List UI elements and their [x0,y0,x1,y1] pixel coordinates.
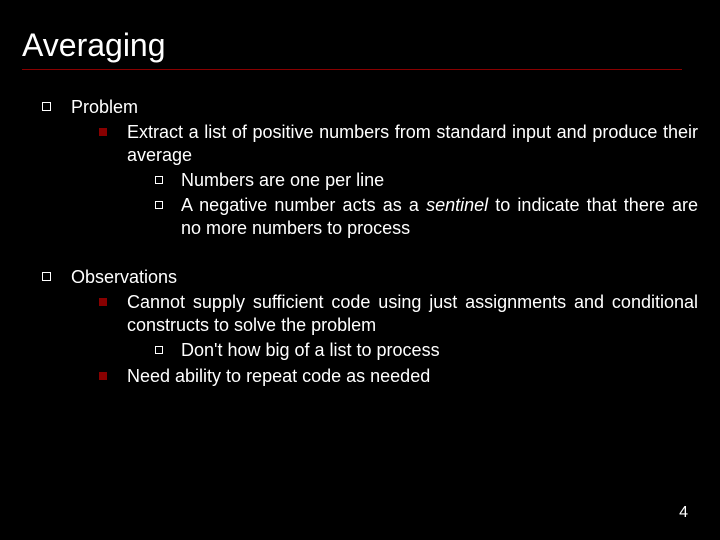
slide: Averaging Problem Extract a list of posi… [0,0,720,540]
bullet-level3: A negative number acts as a sentinel to … [127,194,698,240]
bullet-text: Need ability to repeat code as needed [127,365,698,388]
section-heading: Problem [71,96,698,119]
bullet-level3: Numbers are one per line [127,169,698,192]
bullet-level1: Observations Cannot supply sufficient co… [22,266,698,387]
title-underline [22,69,682,70]
bullet-level2: Cannot supply sufficient code using just… [71,291,698,362]
slide-title: Averaging [22,28,698,63]
bullet-level2: Need ability to repeat code as needed [71,365,698,388]
bullet-level2: Extract a list of positive numbers from … [71,121,698,240]
square-outline-icon [42,272,51,281]
square-outline-small-icon [155,201,163,209]
bullet-text: Cannot supply sufficient code using just… [127,292,698,335]
italic-text: sentinel [426,195,488,215]
bullet-text: Extract a list of positive numbers from … [127,122,698,165]
bullet-level1-content: Observations Cannot supply sufficient co… [71,266,698,387]
square-outline-icon [42,102,51,111]
bullet-level3: Don't how big of a list to process [127,339,698,362]
bullet-text: A negative number acts as a sentinel to … [181,194,698,240]
bullet-level2-content: Extract a list of positive numbers from … [127,121,698,240]
bullet-text: Numbers are one per line [181,169,698,192]
title-block: Averaging [22,28,698,70]
section-heading: Observations [71,266,698,289]
square-outline-small-icon [155,176,163,184]
page-number: 4 [679,504,688,522]
bullet-level1: Problem Extract a list of positive numbe… [22,96,698,240]
bullet-level1-content: Problem Extract a list of positive numbe… [71,96,698,240]
slide-body: Problem Extract a list of positive numbe… [22,96,698,387]
square-outline-small-icon [155,346,163,354]
square-filled-icon [99,128,107,136]
bullet-level2-content: Cannot supply sufficient code using just… [127,291,698,362]
square-filled-icon [99,298,107,306]
bullet-text: Don't how big of a list to process [181,339,698,362]
square-filled-icon [99,372,107,380]
